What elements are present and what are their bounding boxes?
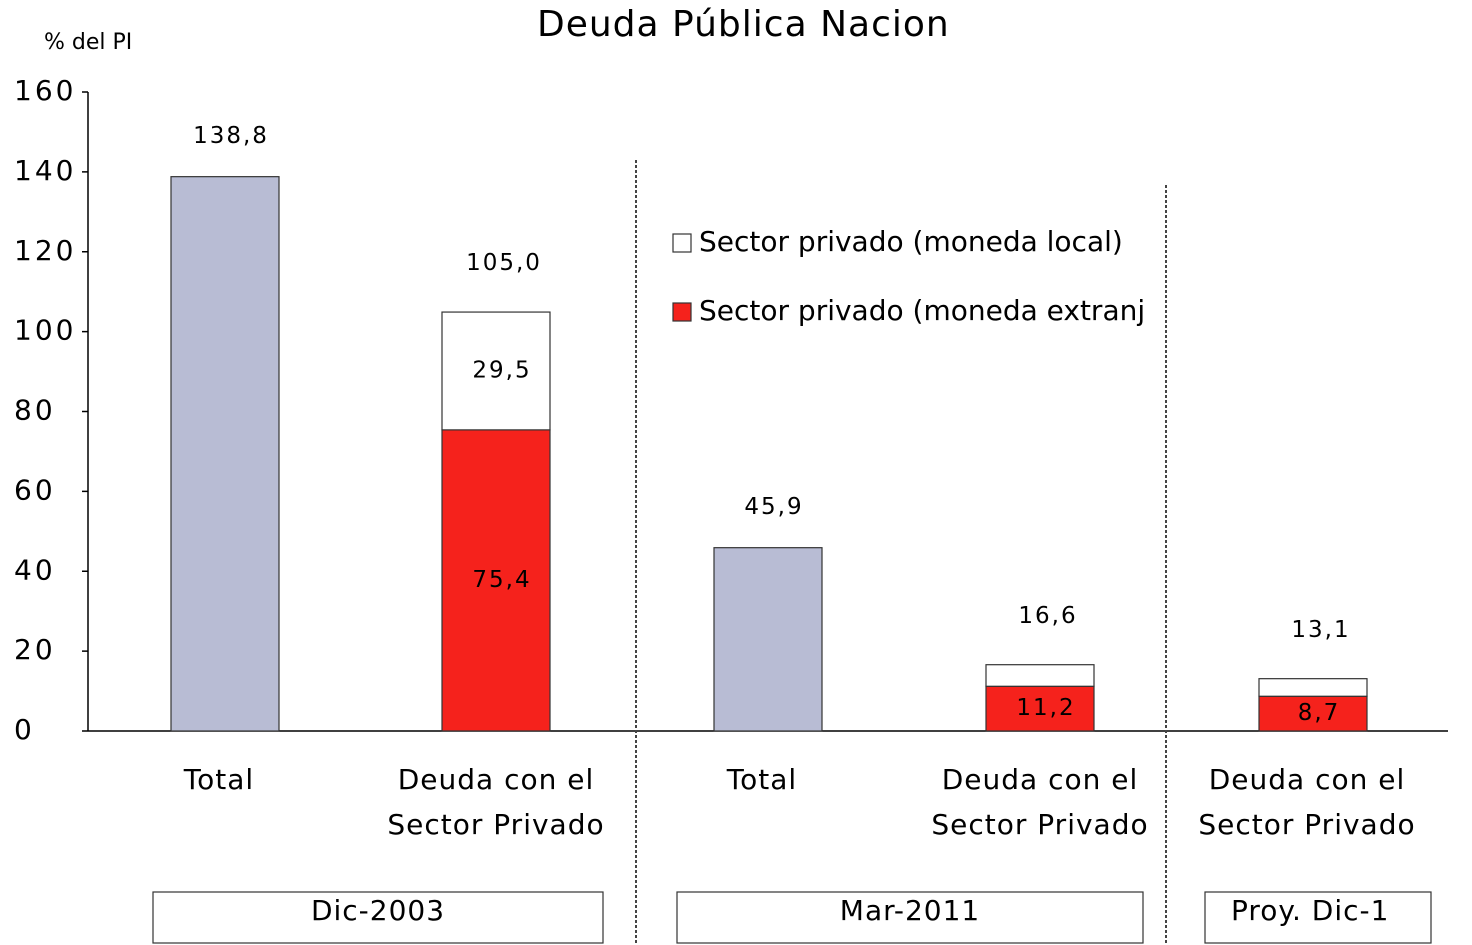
group-label: Dic-2003 [311,894,445,927]
bar-segment [713,547,823,732]
group-box [152,891,604,944]
y-tick-label: 40 [14,553,56,586]
y-tick-label: 100 [14,314,76,347]
y-tick-label: 20 [14,633,56,666]
value-label: 75,4 [472,567,531,593]
value-label: 138,8 [193,123,269,149]
group-box [676,891,1144,944]
y-tick-label: 60 [14,473,56,506]
value-label: 11,2 [1016,695,1075,721]
group-label: Mar-2011 [840,894,980,927]
y-axis-label: % del PI [44,30,132,55]
bar-segment [441,429,551,732]
value-label: 8,7 [1298,700,1341,726]
y-tick-label: 140 [14,154,76,187]
chart-title: Deuda Pública Nacion [537,4,950,45]
x-tick-label: Deuda con el Sector Privado [931,763,1148,841]
bar-segment [1258,678,1368,697]
total-label: 105,0 [466,250,542,276]
bar-segment [170,176,280,732]
bar-segment [985,664,1095,687]
bar-segment [1258,695,1368,732]
bar-segment [985,685,1095,732]
group-box [1204,891,1432,944]
value-label: 45,9 [744,494,803,520]
legend-label: Sector privado (moneda extranj [699,294,1145,327]
legend-label: Sector privado (moneda local) [699,225,1123,258]
y-tick-label: 80 [14,394,56,427]
total-label: 16,6 [1018,603,1077,629]
y-tick-label: 120 [14,234,76,267]
x-tick-label: Total [726,763,797,796]
legend-swatch [672,302,692,322]
x-tick-label: Deuda con el Sector Privado [1198,763,1415,841]
y-tick-label: 0 [14,713,35,746]
total-label: 13,1 [1291,617,1350,643]
legend: Sector privado (moneda local) Sector priv… [672,225,1145,327]
group-label: Proy. Dic-1 [1231,894,1389,927]
y-tick-label: 160 [14,74,76,107]
x-tick-label: Total [183,763,254,796]
legend-swatch [672,233,692,253]
x-tick-label: Deuda con el Sector Privado [387,763,604,841]
value-label: 29,5 [472,357,531,383]
bar-segment [441,311,551,431]
